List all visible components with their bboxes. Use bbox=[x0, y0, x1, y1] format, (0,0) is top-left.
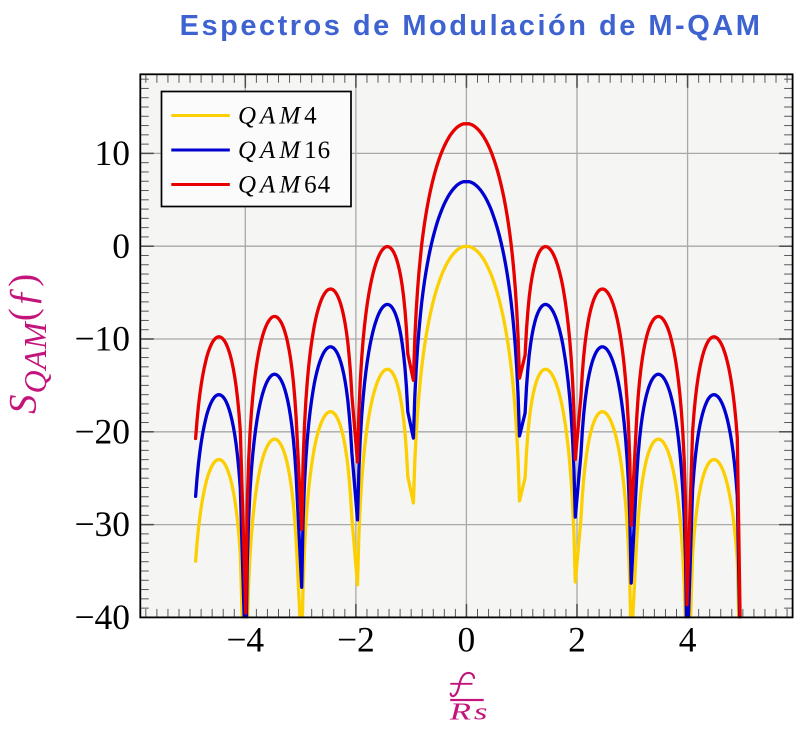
svg-text:0: 0 bbox=[112, 226, 130, 266]
svg-text:QAM16: QAM16 bbox=[238, 137, 331, 164]
svg-text:−30: −30 bbox=[74, 504, 130, 544]
svg-text:2: 2 bbox=[568, 620, 586, 660]
svg-text:−20: −20 bbox=[74, 411, 130, 451]
svg-text:SQAM(ƒ): SQAM(ƒ) bbox=[2, 273, 54, 414]
svg-text:Rs: Rs bbox=[449, 698, 491, 726]
svg-text:4: 4 bbox=[679, 620, 697, 660]
svg-text:−10: −10 bbox=[74, 319, 130, 359]
svg-text:−40: −40 bbox=[74, 597, 130, 637]
svg-text:−4: −4 bbox=[226, 620, 264, 660]
svg-text:QAM4: QAM4 bbox=[238, 102, 317, 129]
svg-text:10: 10 bbox=[95, 133, 131, 173]
svg-text:0: 0 bbox=[458, 620, 476, 660]
svg-text:−2: −2 bbox=[337, 620, 375, 660]
svg-text:Espectros de Modulación de M-Q: Espectros de Modulación de M-QAM bbox=[180, 10, 763, 42]
svg-text:QAM64: QAM64 bbox=[238, 171, 331, 198]
